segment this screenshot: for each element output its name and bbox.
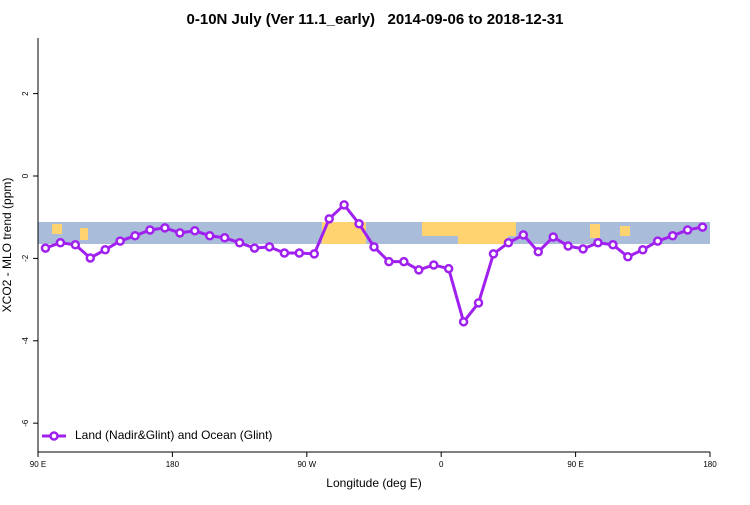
- data-point: [638, 244, 648, 255]
- data-point: [443, 263, 454, 274]
- y-axis-label: XCO2 - MLO trend (ppm): [0, 178, 14, 313]
- data-point: [100, 244, 110, 255]
- land: [422, 222, 516, 236]
- data-point: [279, 248, 290, 258]
- y-tick-label: -2: [21, 254, 30, 262]
- data-point: [294, 248, 305, 258]
- data-point: [145, 225, 155, 235]
- data-point: [533, 247, 544, 257]
- data-point: [40, 243, 51, 253]
- data-point: [354, 219, 364, 229]
- data-point: [488, 249, 499, 259]
- data-point: [234, 237, 245, 248]
- data-point: [130, 230, 140, 241]
- data-point: [563, 241, 573, 251]
- data-point: [608, 240, 618, 250]
- data-point: [369, 242, 379, 252]
- data-point: [70, 240, 81, 250]
- data-point: [175, 228, 185, 238]
- data-point: [115, 236, 125, 246]
- data-point: [190, 226, 200, 236]
- data-point: [473, 298, 484, 308]
- data-point: [682, 225, 693, 235]
- data-point: [458, 317, 469, 327]
- data-point: [578, 244, 588, 254]
- data-point: [264, 242, 275, 252]
- land: [322, 222, 366, 244]
- x-tick-label: 90 E: [567, 460, 583, 469]
- data-point: [593, 237, 603, 248]
- chart-title: 0-10N July (Ver 11.1_early) 2014-09-06 t…: [187, 11, 564, 28]
- data-point: [384, 256, 394, 267]
- data-point: [160, 223, 170, 233]
- y-tick-label: -6: [21, 419, 30, 427]
- data-point: [204, 230, 215, 241]
- data-point: [518, 230, 529, 240]
- x-axis-label: Longitude (deg E): [326, 476, 421, 490]
- data-point: [414, 265, 424, 275]
- data-point: [399, 256, 409, 267]
- legend-label: Land (Nadir&Glint) and Ocean (Glint): [75, 428, 272, 442]
- x-tick-label: 90 W: [297, 460, 316, 469]
- x-tick-label: 180: [166, 460, 180, 469]
- data-point: [85, 253, 96, 263]
- data-point: [503, 237, 514, 248]
- x-tick-label: 0: [439, 460, 444, 469]
- x-tick-label: 180: [703, 460, 717, 469]
- legend: Land (Nadir&Glint) and Ocean (Glint): [42, 428, 272, 442]
- x-tick-label: 90 E: [30, 460, 46, 469]
- data-point: [697, 222, 708, 232]
- y-tick-label: 0: [21, 173, 30, 178]
- data-point: [309, 249, 320, 259]
- data-point: [324, 214, 334, 224]
- land: [590, 224, 600, 238]
- land: [52, 224, 62, 234]
- data-point: [548, 232, 558, 242]
- data-point: [249, 243, 260, 253]
- land: [80, 228, 88, 240]
- y-tick-label: 2: [21, 91, 30, 96]
- y-tick-label: -4: [21, 337, 30, 345]
- land: [620, 226, 630, 236]
- data-point: [623, 251, 633, 262]
- data-point: [55, 237, 66, 248]
- data-point: [428, 260, 439, 270]
- legend-marker: [49, 431, 59, 441]
- land: [458, 236, 508, 244]
- data-point: [652, 236, 663, 246]
- data-point: [339, 200, 349, 210]
- data-point: [219, 233, 230, 243]
- data-point: [667, 230, 678, 241]
